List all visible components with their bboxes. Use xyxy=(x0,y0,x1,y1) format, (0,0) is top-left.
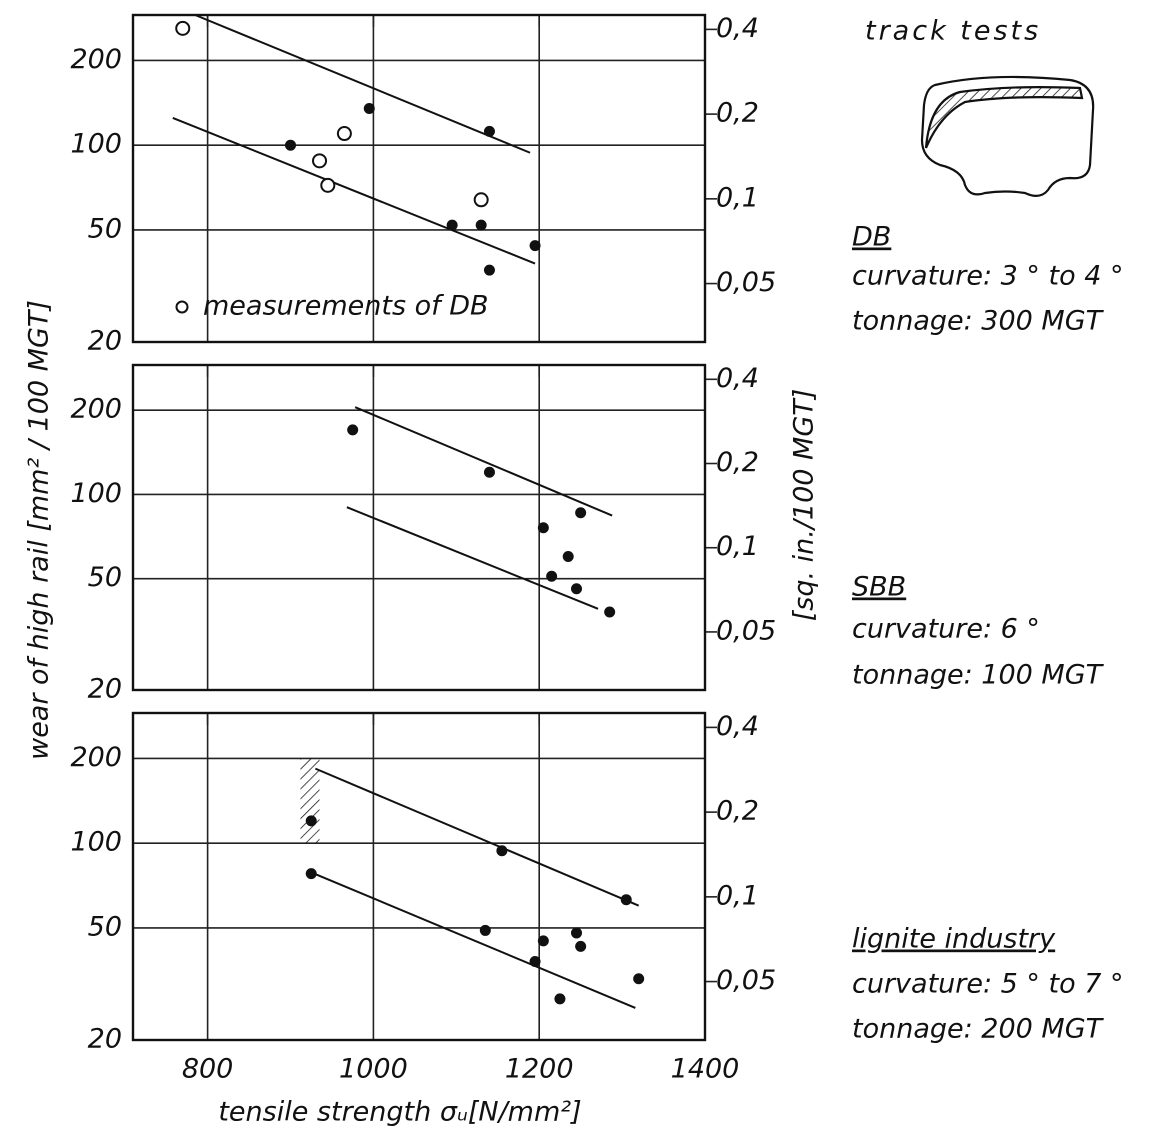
point xyxy=(575,507,587,519)
trend-line xyxy=(314,767,640,907)
point xyxy=(571,583,583,595)
caption-line: tonnage: 300 MGT xyxy=(852,306,1105,337)
y2-tick-label: 0,1 xyxy=(716,182,759,213)
y-tick-label: 200 xyxy=(70,394,122,425)
point xyxy=(305,815,317,827)
plot-frame xyxy=(131,13,707,344)
plot-frame xyxy=(131,711,707,1042)
trend-line xyxy=(310,871,636,1009)
open-point xyxy=(336,126,352,142)
x-tick-label: 1000 xyxy=(339,1054,408,1085)
x-axis-label: tensile strength σᵤ[N/mm²] xyxy=(218,1097,581,1128)
y-tick-label: 200 xyxy=(70,44,122,75)
y2-tick-label: 0,05 xyxy=(716,615,776,646)
y2-tick-label: 0,2 xyxy=(716,98,759,129)
annotation: track tests xyxy=(865,16,1041,47)
open-point xyxy=(175,20,191,36)
y2-tick-label: 0,1 xyxy=(716,880,759,911)
point xyxy=(483,264,495,276)
point xyxy=(475,219,487,231)
y2-tick-label: 0,2 xyxy=(716,447,759,478)
y2-tick-label: 0,2 xyxy=(716,796,759,827)
x-tick-label: 1400 xyxy=(671,1054,740,1085)
point xyxy=(446,219,458,231)
point xyxy=(546,570,558,582)
point xyxy=(604,606,616,618)
point xyxy=(496,845,508,857)
point xyxy=(537,935,549,947)
hatched-range xyxy=(300,758,320,844)
point xyxy=(571,927,583,939)
open-point xyxy=(320,177,336,193)
point xyxy=(363,102,375,114)
point xyxy=(537,522,549,534)
open-point xyxy=(473,192,489,208)
legend-marker xyxy=(175,300,189,314)
rail-profile xyxy=(920,75,1095,197)
y-tick-label: 100 xyxy=(70,129,122,160)
plot-frame xyxy=(131,363,707,692)
point xyxy=(285,139,297,151)
point xyxy=(529,956,541,968)
y2-tick-label: 0,1 xyxy=(716,531,759,562)
legend-label: measurements of DB xyxy=(203,291,489,322)
trend-line xyxy=(172,116,536,265)
point xyxy=(483,466,495,478)
y-tick-label: 50 xyxy=(88,911,122,942)
point xyxy=(483,125,495,137)
trend-line xyxy=(354,406,613,517)
point xyxy=(562,550,574,562)
y-tick-label: 20 xyxy=(88,674,122,705)
point xyxy=(305,868,317,880)
y2-tick-label: 0,4 xyxy=(716,711,759,742)
y-tick-label: 100 xyxy=(70,827,122,858)
y2-tick-label: 0,4 xyxy=(716,363,759,394)
point xyxy=(554,993,566,1005)
point xyxy=(575,940,587,952)
y-tick-label: 200 xyxy=(70,742,122,773)
y2-tick-label: 0,4 xyxy=(716,13,759,44)
trend-line xyxy=(346,506,599,610)
point xyxy=(529,240,541,252)
x-tick-label: 800 xyxy=(182,1054,234,1085)
y2-axis-label: [sq. in./100 MGT] xyxy=(789,389,820,622)
point xyxy=(633,973,645,985)
caption-title: lignite industry xyxy=(852,924,1056,955)
point xyxy=(620,894,632,906)
open-point xyxy=(312,153,328,169)
y-tick-label: 100 xyxy=(70,478,122,509)
caption-line: tonnage: 100 MGT xyxy=(852,660,1105,691)
y-tick-label: 50 xyxy=(88,562,122,593)
y2-tick-label: 0,05 xyxy=(716,267,776,298)
y-tick-label: 50 xyxy=(88,213,122,244)
y-tick-label: 20 xyxy=(88,326,122,357)
caption-line: curvature: 3 ° to 4 ° xyxy=(852,261,1123,292)
y2-tick-label: 0,05 xyxy=(716,965,776,996)
trend-line xyxy=(194,14,531,154)
caption-title: SBB xyxy=(852,572,906,603)
caption-title: DB xyxy=(852,222,891,253)
y-tick-label: 20 xyxy=(88,1024,122,1055)
caption-line: curvature: 6 ° xyxy=(852,614,1040,645)
caption-line: curvature: 5 ° to 7 ° xyxy=(852,969,1123,1000)
point xyxy=(479,924,491,936)
point xyxy=(347,424,359,436)
x-tick-label: 1200 xyxy=(505,1054,574,1085)
y-axis-label: wear of high rail [mm² / 100 MGT] xyxy=(24,300,55,760)
caption-line: tonnage: 200 MGT xyxy=(852,1014,1105,1045)
